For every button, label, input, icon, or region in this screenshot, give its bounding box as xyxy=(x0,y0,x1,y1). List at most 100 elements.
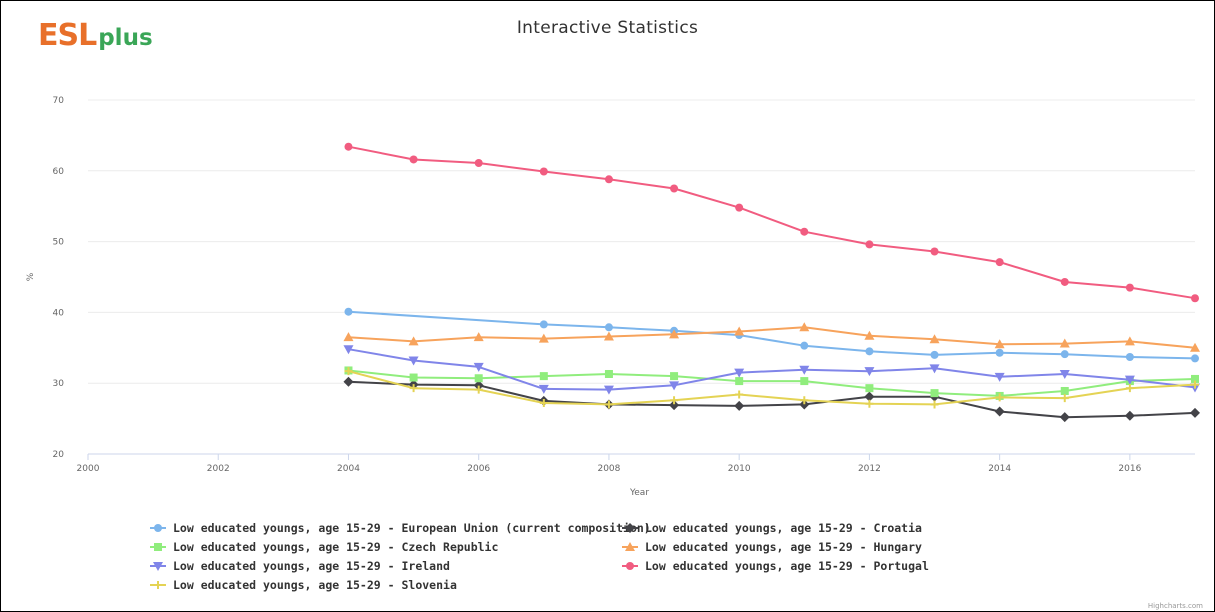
data-point-s2-2017 xyxy=(1190,407,1200,418)
legend-marker-3 xyxy=(154,543,162,551)
data-point-s4-2011 xyxy=(799,322,810,332)
chart-credits[interactable]: Highcharts.com xyxy=(1147,602,1203,610)
data-point-s5-2004 xyxy=(343,345,354,355)
logo-main-text: ESL xyxy=(38,18,97,53)
data-point-s2-2009 xyxy=(669,400,680,411)
data-point-s2-2014 xyxy=(994,406,1005,417)
data-point-s2-2016 xyxy=(1124,410,1135,421)
legend-item-1[interactable]: Low educated youngs, age 15-29 - Europea… xyxy=(150,521,651,535)
data-point-s6-2004 xyxy=(344,142,353,151)
data-point-s4-2016 xyxy=(1124,336,1135,346)
data-point-s5-2006 xyxy=(473,362,484,372)
data-point-s7-2014 xyxy=(995,393,1004,402)
data-point-s3-2015 xyxy=(1060,386,1069,395)
x-tick-label-2010: 2010 xyxy=(728,464,751,474)
data-point-s4-2007 xyxy=(538,333,549,343)
data-point-s3-2006 xyxy=(474,374,483,383)
legend-item-5[interactable]: Low educated youngs, age 15-29 - Ireland xyxy=(150,559,450,573)
data-point-s3-2011 xyxy=(800,377,809,386)
data-point-s5-2016 xyxy=(1124,375,1135,385)
legend-label-4: Low educated youngs, age 15-29 - Hungary xyxy=(645,540,922,554)
data-point-s6-2017 xyxy=(1191,294,1199,303)
data-point-s6-2005 xyxy=(409,155,418,164)
data-point-s1-2017 xyxy=(1191,354,1199,363)
x-tick-label-2016: 2016 xyxy=(1118,464,1141,474)
legend-item-6[interactable]: Low educated youngs, age 15-29 - Portuga… xyxy=(622,559,929,573)
data-point-s3-2010 xyxy=(735,377,744,386)
data-point-s4-2012 xyxy=(864,330,875,340)
legend-label-2: Low educated youngs, age 15-29 - Croatia xyxy=(645,521,922,535)
data-point-s7-2016 xyxy=(1125,384,1134,393)
x-tick-label-2014: 2014 xyxy=(988,464,1011,474)
data-point-s6-2012 xyxy=(865,240,874,249)
legend-label-6: Low educated youngs, age 15-29 - Portuga… xyxy=(645,559,929,573)
data-point-s1-2014 xyxy=(995,348,1004,357)
data-point-s3-2005 xyxy=(409,373,418,382)
data-point-s6-2011 xyxy=(800,227,809,236)
data-point-s1-2015 xyxy=(1060,350,1069,359)
data-point-s6-2015 xyxy=(1060,277,1069,286)
data-point-s4-2005 xyxy=(408,336,419,346)
data-point-s7-2015 xyxy=(1060,394,1069,403)
data-point-s1-2011 xyxy=(800,341,809,350)
data-point-s5-2007 xyxy=(538,384,549,394)
data-point-s5-2005 xyxy=(408,356,419,366)
esl-plus-logo[interactable]: ESL plus xyxy=(38,18,153,53)
data-point-s7-2008 xyxy=(604,400,613,409)
x-tick-label-2008: 2008 xyxy=(597,464,620,474)
data-point-s6-2013 xyxy=(930,247,939,256)
data-point-s4-2014 xyxy=(994,339,1005,349)
data-point-s6-2009 xyxy=(670,184,679,193)
data-point-s4-2008 xyxy=(603,331,614,341)
legend-label-5: Low educated youngs, age 15-29 - Ireland xyxy=(173,559,450,573)
legend-item-2[interactable]: Low educated youngs, age 15-29 - Croatia xyxy=(622,521,922,535)
legend-marker-1 xyxy=(154,524,162,532)
data-point-s7-2010 xyxy=(735,390,744,399)
data-point-s7-2013 xyxy=(930,400,939,409)
data-point-s7-2009 xyxy=(670,396,679,405)
data-point-s5-2015 xyxy=(1059,369,1070,379)
data-point-s6-2014 xyxy=(995,258,1004,267)
data-point-s1-2013 xyxy=(930,350,939,359)
data-point-s5-2014 xyxy=(994,372,1005,382)
series-line-2 xyxy=(348,380,1196,419)
data-point-s4-2009 xyxy=(669,329,680,339)
y-tick-label-70: 70 xyxy=(53,96,65,106)
series-line-3 xyxy=(348,369,1196,397)
y-tick-label-60: 60 xyxy=(53,167,65,177)
data-point-s5-2013 xyxy=(929,364,940,374)
legend-item-3[interactable]: Low educated youngs, age 15-29 - Czech R… xyxy=(150,540,498,554)
legend-item-4[interactable]: Low educated youngs, age 15-29 - Hungary xyxy=(622,540,922,554)
series-7 xyxy=(344,367,1199,409)
data-point-s4-2010 xyxy=(734,326,745,336)
data-point-s3-2017 xyxy=(1191,374,1199,383)
data-point-s6-2006 xyxy=(474,159,483,168)
y-tick-label-20: 20 xyxy=(53,450,65,460)
series-5 xyxy=(343,345,1200,395)
data-point-s3-2009 xyxy=(670,372,679,381)
data-point-s1-2008 xyxy=(604,323,613,332)
data-point-s3-2008 xyxy=(604,369,613,378)
data-point-s5-2012 xyxy=(864,367,875,377)
y-tick-label-50: 50 xyxy=(53,238,65,248)
legend-item-7[interactable]: Low educated youngs, age 15-29 - Sloveni… xyxy=(150,578,457,592)
legend-label-1: Low educated youngs, age 15-29 - Europea… xyxy=(173,521,651,535)
logo-sub-text: plus xyxy=(98,25,153,51)
x-tick-label-2012: 2012 xyxy=(858,464,881,474)
legend-label-7: Low educated youngs, age 15-29 - Sloveni… xyxy=(173,578,457,592)
chart-title: Interactive Statistics xyxy=(516,18,699,38)
y-axis-title: % xyxy=(26,272,36,281)
series-line-7 xyxy=(348,370,1196,406)
x-axis-title: Year xyxy=(629,488,649,498)
data-point-s3-2007 xyxy=(539,372,548,381)
data-point-s7-2005 xyxy=(409,384,418,393)
data-point-s2-2015 xyxy=(1059,412,1070,423)
legend-marker-4 xyxy=(625,542,635,551)
data-point-s4-2015 xyxy=(1059,338,1070,348)
data-point-s5-2009 xyxy=(669,381,680,391)
x-tick-label-2000: 2000 xyxy=(77,464,100,474)
x-tick-label-2002: 2002 xyxy=(207,464,230,474)
series-4 xyxy=(343,322,1200,352)
